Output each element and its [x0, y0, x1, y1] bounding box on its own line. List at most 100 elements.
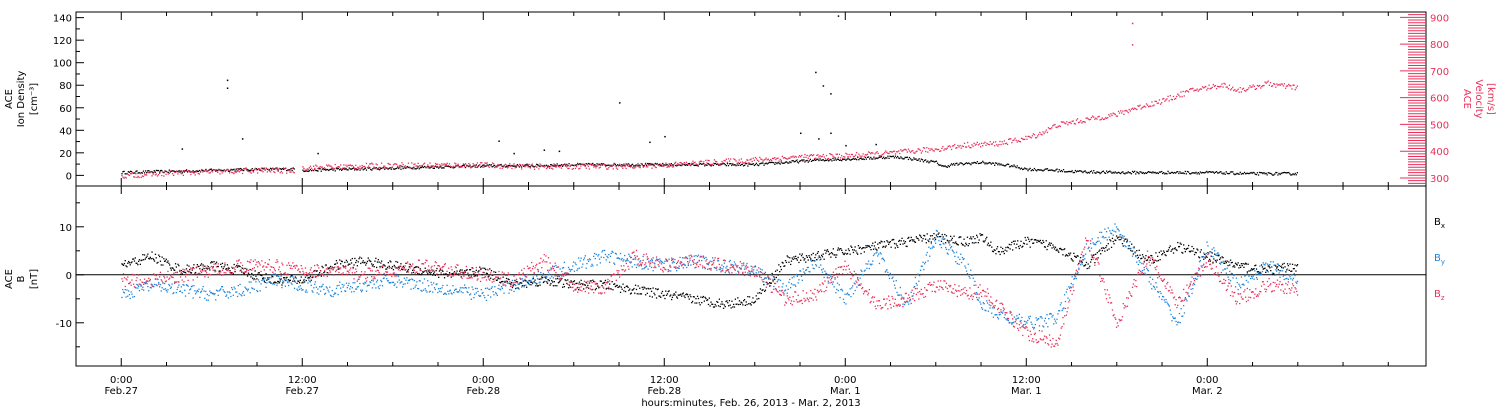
density-point — [141, 172, 143, 174]
b-by-point — [1019, 320, 1021, 322]
density-point — [148, 170, 150, 172]
b-by-point — [340, 287, 342, 289]
density-point — [732, 163, 734, 165]
velocity-point — [1124, 110, 1126, 112]
b-by-point — [489, 288, 491, 291]
b-bx-point — [1198, 256, 1200, 258]
b-bx-point — [909, 239, 912, 242]
b-bx-point — [329, 267, 331, 269]
b-by-point — [301, 289, 303, 291]
density-point — [157, 169, 160, 172]
b-by-point — [869, 263, 871, 265]
velocity-point — [1097, 116, 1099, 118]
b-bx-point — [927, 239, 929, 241]
b-by-point — [1025, 321, 1027, 323]
b-by-point — [407, 282, 409, 284]
b-by-point — [393, 284, 395, 287]
velocity-point — [873, 156, 875, 158]
velocity-point — [865, 154, 867, 156]
b-bx-point — [407, 268, 410, 271]
b-bx-point — [1244, 263, 1246, 265]
b-bx-point — [1034, 239, 1036, 241]
b-bx-point — [376, 261, 379, 263]
b-by-point — [1033, 327, 1036, 329]
b-by-point — [1044, 317, 1046, 319]
b-bx-point — [604, 279, 607, 282]
density-point — [1162, 172, 1164, 175]
b-bx-point — [310, 279, 312, 281]
b-by-point — [695, 255, 697, 257]
velocity-point — [754, 156, 757, 159]
b-bx-point — [231, 272, 233, 274]
b-by-point — [888, 274, 890, 277]
b-bx-point — [817, 251, 819, 253]
density-point — [740, 163, 743, 166]
velocity-point — [737, 161, 739, 164]
density-point — [912, 159, 914, 161]
b-by-point — [472, 288, 474, 291]
b-bx-point — [968, 243, 970, 245]
b-bx-point — [1056, 248, 1058, 250]
density-point — [859, 157, 861, 160]
density-point — [281, 168, 284, 170]
b-bx-point — [546, 281, 548, 283]
b-by-point — [634, 258, 637, 260]
density-point — [1048, 169, 1051, 171]
velocity-point — [420, 165, 423, 167]
b-by-point — [771, 274, 773, 277]
b-bx-point — [218, 270, 220, 272]
b-bx-point — [201, 268, 203, 271]
b-bx-point — [240, 269, 242, 271]
b-bx-point — [1212, 261, 1214, 263]
density-point — [1295, 174, 1297, 176]
velocity-point — [1095, 117, 1097, 119]
b-bx-point — [645, 288, 648, 290]
b-by-point — [395, 273, 397, 275]
b-bx-point — [769, 282, 772, 284]
density-point — [726, 163, 729, 165]
b-by-point — [187, 285, 189, 287]
b-by-point — [231, 287, 233, 289]
b-bx-point — [1044, 246, 1046, 248]
b-bx-point — [1284, 266, 1286, 268]
b-by-point — [172, 292, 174, 295]
density-point — [934, 160, 936, 163]
b-bx-point — [570, 280, 572, 282]
b-by-point — [247, 288, 250, 290]
b-bx-point — [1240, 263, 1243, 265]
b-by-point — [1002, 310, 1005, 312]
b-by-point — [645, 265, 648, 267]
legend-by: By — [1434, 253, 1445, 266]
b-bx-point — [1265, 271, 1267, 273]
b-by-point — [728, 271, 730, 273]
velocity-point — [499, 167, 501, 169]
velocity-point — [612, 168, 614, 170]
velocity-point — [963, 142, 966, 144]
b-bx-point — [173, 269, 175, 271]
b-bx-point — [583, 288, 585, 290]
velocity-point — [784, 157, 787, 159]
b-by-point — [365, 282, 367, 284]
velocity-point — [620, 164, 622, 167]
b-by-point — [1064, 300, 1067, 303]
density-point — [455, 165, 457, 167]
b-bx-point — [220, 263, 222, 265]
velocity-point — [665, 162, 667, 164]
density-point — [919, 160, 921, 162]
density-point — [128, 171, 131, 173]
velocity-point — [319, 165, 321, 168]
b-by-point — [1038, 325, 1041, 327]
density-point — [642, 165, 644, 167]
density-point — [899, 157, 901, 160]
density-point — [250, 169, 252, 171]
velocity-point — [740, 158, 743, 160]
velocity-point — [251, 170, 253, 172]
b-by-point — [1048, 318, 1050, 320]
b-bx-point — [435, 270, 437, 272]
b-bx-point — [171, 267, 173, 269]
density-point — [949, 164, 952, 166]
velocity-point — [268, 170, 271, 172]
b-by-point — [140, 285, 142, 287]
b-by-point — [860, 269, 862, 271]
b-by-point — [537, 271, 539, 273]
